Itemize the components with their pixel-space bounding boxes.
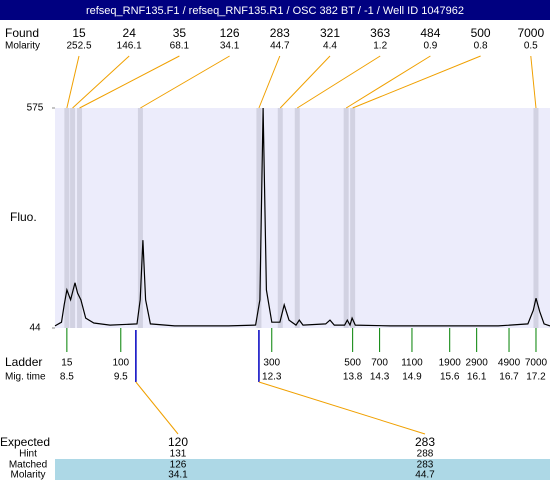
ladder-mig-time: 15.6 — [440, 372, 460, 383]
ladder-size: 700 — [371, 358, 388, 369]
peak-connector — [72, 55, 130, 109]
hint-value: 288 — [417, 449, 434, 460]
ladder-label: Ladder — [5, 355, 42, 369]
peak-band — [277, 108, 283, 328]
ladder-size: 100 — [112, 358, 129, 369]
ladder-mig-time: 13.8 — [343, 372, 363, 383]
ladder-size: 2900 — [466, 358, 489, 369]
peak-band — [70, 108, 76, 328]
expected-molarity: 34.1 — [168, 470, 188, 480]
ladder-size: 4900 — [498, 358, 521, 369]
ladder-size: 7000 — [525, 358, 548, 369]
matched-label: Matched — [9, 460, 47, 471]
ladder-mig-time: 17.2 — [526, 372, 546, 383]
peak-band — [64, 108, 70, 328]
peak-band — [137, 108, 143, 328]
peak-band — [256, 108, 262, 328]
ladder-size: 15 — [61, 358, 73, 369]
found-molarity: 4.4 — [323, 41, 337, 52]
found-size: 321 — [320, 26, 340, 40]
expected-value: 283 — [415, 435, 435, 449]
expected-molarity: 44.7 — [415, 470, 435, 480]
molarity-label: Molarity — [10, 470, 45, 480]
hint-label: Hint — [19, 449, 37, 460]
peak-band — [350, 108, 356, 328]
found-molarity: 1.2 — [373, 41, 387, 52]
ladder-size: 500 — [344, 358, 361, 369]
peak-connector — [345, 55, 431, 109]
expected-value: 120 — [168, 435, 188, 449]
ladder-mig-time: 16.1 — [467, 372, 487, 383]
peak-band — [343, 108, 349, 328]
peak-connector — [66, 55, 80, 109]
plot-area — [55, 108, 550, 328]
peak-connector — [279, 55, 331, 109]
found-molarity: 0.5 — [524, 41, 538, 52]
ladder-mig-time: 8.5 — [60, 372, 74, 383]
found-size: 283 — [270, 26, 290, 40]
matched-value: 283 — [417, 460, 434, 471]
ladder-size: 1100 — [401, 358, 423, 369]
found-size: 126 — [220, 26, 240, 40]
found-size: 363 — [370, 26, 390, 40]
expected-label: Expected — [0, 435, 50, 449]
ladder-mig-time: 12.3 — [262, 372, 282, 383]
y-axis-label: Fluo. — [10, 210, 37, 224]
y-tick-label: 575 — [27, 103, 44, 114]
ladder-mig-time: 14.9 — [402, 372, 422, 383]
found-size: 500 — [471, 26, 491, 40]
found-size: 7000 — [517, 26, 544, 40]
hint-value: 131 — [170, 449, 187, 460]
found-size: 35 — [173, 26, 187, 40]
peak-band — [533, 108, 539, 328]
found-size: 484 — [420, 26, 440, 40]
peak-connector — [79, 55, 180, 109]
found-molarity: 68.1 — [170, 41, 190, 52]
ladder-size: 1900 — [439, 358, 462, 369]
found-molarity: 0.9 — [423, 41, 437, 52]
molarity-label: Molarity — [5, 41, 40, 52]
found-molarity: 0.8 — [474, 41, 488, 52]
found-size: 15 — [72, 26, 86, 40]
title-bar — [0, 0, 550, 20]
found-label: Found — [5, 26, 39, 40]
found-molarity: 34.1 — [220, 41, 240, 52]
mig-time-label: Mig. time — [5, 372, 46, 383]
found-molarity: 44.7 — [270, 41, 290, 52]
expected-connector — [258, 381, 426, 435]
peak-band — [77, 108, 83, 328]
ladder-mig-time: 14.3 — [370, 372, 390, 383]
matched-band — [55, 459, 550, 480]
peak-connector — [258, 55, 281, 109]
peak-connector — [530, 55, 537, 109]
found-molarity: 252.5 — [66, 41, 91, 52]
ladder-size: 300 — [263, 358, 280, 369]
matched-value: 126 — [170, 460, 187, 471]
ladder-mig-time: 16.7 — [499, 372, 519, 383]
peak-connector — [352, 55, 481, 109]
ladder-mig-time: 9.5 — [114, 372, 128, 383]
title: refseq_RNF135.F1 / refseq_RNF135.R1 / OS… — [86, 5, 464, 17]
trace — [54, 107, 550, 327]
y-tick-label: 44 — [29, 323, 41, 334]
found-molarity: 146.1 — [117, 41, 142, 52]
peak-connector — [296, 55, 381, 109]
expected-connector — [135, 381, 179, 435]
peak-connector — [140, 55, 230, 109]
peak-band — [294, 108, 300, 328]
found-size: 24 — [123, 26, 137, 40]
